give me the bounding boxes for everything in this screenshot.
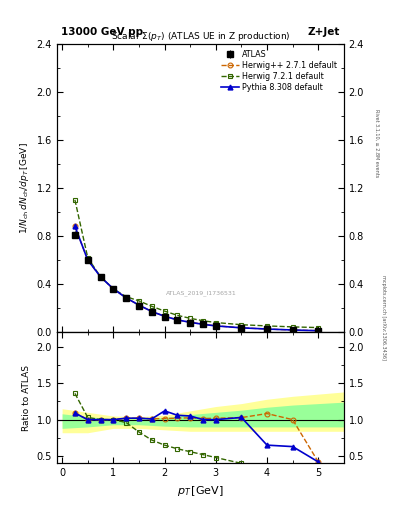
Herwig 7.2.1 default bbox=[73, 197, 77, 203]
Text: 13000 GeV pp: 13000 GeV pp bbox=[61, 27, 143, 37]
Herwig++ 2.7.1 default bbox=[137, 302, 141, 308]
Pythia 8.308 default bbox=[290, 327, 295, 333]
Y-axis label: Ratio to ATLAS: Ratio to ATLAS bbox=[22, 365, 31, 431]
Herwig 7.2.1 default bbox=[149, 303, 154, 309]
Herwig++ 2.7.1 default bbox=[73, 223, 77, 229]
Herwig 7.2.1 default bbox=[162, 308, 167, 314]
Pythia 8.308 default bbox=[239, 325, 244, 331]
Text: Rivet 3.1.10, ≥ 2.8M events: Rivet 3.1.10, ≥ 2.8M events bbox=[374, 109, 379, 178]
Herwig 7.2.1 default bbox=[316, 325, 321, 331]
Pythia 8.308 default bbox=[149, 308, 154, 314]
Herwig++ 2.7.1 default bbox=[290, 327, 295, 333]
Pythia 8.308 default bbox=[316, 328, 321, 334]
Legend: ATLAS, Herwig++ 2.7.1 default, Herwig 7.2.1 default, Pythia 8.308 default: ATLAS, Herwig++ 2.7.1 default, Herwig 7.… bbox=[219, 48, 340, 94]
Line: Pythia 8.308 default: Pythia 8.308 default bbox=[72, 224, 321, 333]
Herwig++ 2.7.1 default bbox=[98, 274, 103, 280]
Pythia 8.308 default bbox=[201, 321, 206, 327]
Herwig++ 2.7.1 default bbox=[175, 317, 180, 323]
Herwig++ 2.7.1 default bbox=[188, 319, 193, 325]
Text: mcplots.cern.ch [arXiv:1306.3436]: mcplots.cern.ch [arXiv:1306.3436] bbox=[381, 275, 386, 360]
Herwig 7.2.1 default bbox=[85, 254, 90, 261]
Herwig 7.2.1 default bbox=[239, 322, 244, 328]
Title: Scalar $\Sigma(p_T)$ (ATLAS UE in Z production): Scalar $\Sigma(p_T)$ (ATLAS UE in Z prod… bbox=[111, 30, 290, 44]
Pythia 8.308 default bbox=[98, 274, 103, 280]
Herwig 7.2.1 default bbox=[201, 317, 206, 324]
Herwig 7.2.1 default bbox=[175, 312, 180, 318]
Herwig 7.2.1 default bbox=[290, 324, 295, 330]
Herwig++ 2.7.1 default bbox=[111, 286, 116, 292]
Herwig++ 2.7.1 default bbox=[162, 313, 167, 319]
Pythia 8.308 default bbox=[162, 313, 167, 319]
Herwig++ 2.7.1 default bbox=[201, 321, 206, 327]
Pythia 8.308 default bbox=[111, 286, 116, 292]
Herwig 7.2.1 default bbox=[111, 286, 116, 292]
Herwig++ 2.7.1 default bbox=[149, 308, 154, 314]
Herwig++ 2.7.1 default bbox=[264, 326, 269, 332]
Herwig++ 2.7.1 default bbox=[124, 295, 129, 301]
Herwig 7.2.1 default bbox=[213, 319, 218, 326]
Pythia 8.308 default bbox=[124, 295, 129, 301]
Herwig 7.2.1 default bbox=[137, 298, 141, 304]
Pythia 8.308 default bbox=[175, 317, 180, 323]
Herwig 7.2.1 default bbox=[124, 293, 129, 300]
Herwig++ 2.7.1 default bbox=[85, 257, 90, 263]
Text: ATLAS_2019_I1736531: ATLAS_2019_I1736531 bbox=[166, 291, 237, 296]
Herwig++ 2.7.1 default bbox=[213, 323, 218, 329]
Herwig++ 2.7.1 default bbox=[239, 325, 244, 331]
Pythia 8.308 default bbox=[73, 223, 77, 229]
Herwig 7.2.1 default bbox=[188, 315, 193, 322]
Pythia 8.308 default bbox=[213, 323, 218, 329]
Pythia 8.308 default bbox=[188, 319, 193, 325]
X-axis label: $p_T\,[\mathrm{GeV}]$: $p_T\,[\mathrm{GeV}]$ bbox=[177, 484, 224, 498]
Line: Herwig 7.2.1 default: Herwig 7.2.1 default bbox=[72, 198, 321, 330]
Line: Herwig++ 2.7.1 default: Herwig++ 2.7.1 default bbox=[72, 224, 321, 333]
Pythia 8.308 default bbox=[85, 257, 90, 263]
Herwig++ 2.7.1 default bbox=[316, 328, 321, 334]
Herwig 7.2.1 default bbox=[98, 274, 103, 280]
Pythia 8.308 default bbox=[137, 302, 141, 308]
Pythia 8.308 default bbox=[264, 326, 269, 332]
Y-axis label: $1/N_\mathrm{ch}\,dN_\mathrm{ch}/dp_T\,[\mathrm{GeV}]$: $1/N_\mathrm{ch}\,dN_\mathrm{ch}/dp_T\,[… bbox=[18, 142, 31, 233]
Herwig 7.2.1 default bbox=[264, 323, 269, 329]
Text: Z+Jet: Z+Jet bbox=[308, 27, 340, 37]
